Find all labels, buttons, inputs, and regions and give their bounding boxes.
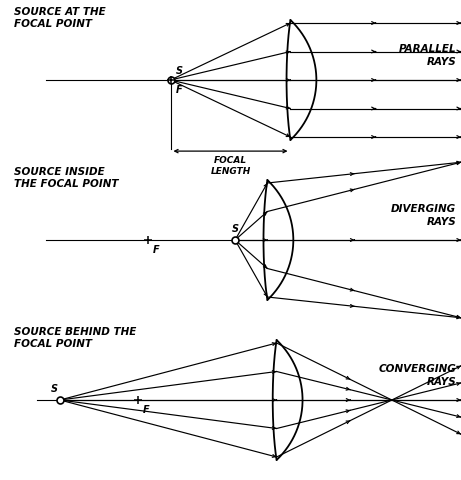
Text: S: S [176,66,183,75]
Text: F: F [176,85,183,96]
Text: DIVERGING
RAYS: DIVERGING RAYS [391,204,456,227]
Text: SOURCE INSIDE
THE FOCAL POINT: SOURCE INSIDE THE FOCAL POINT [14,167,118,189]
Text: CONVERGING
RAYS: CONVERGING RAYS [378,364,456,387]
Text: F: F [153,245,160,255]
Text: S: S [51,384,58,394]
Text: FOCAL
LENGTH: FOCAL LENGTH [210,156,251,176]
Text: SOURCE AT THE
FOCAL POINT: SOURCE AT THE FOCAL POINT [14,7,106,29]
Text: PARALLEL
RAYS: PARALLEL RAYS [399,44,456,67]
Text: F: F [143,405,149,415]
Text: S: S [231,224,239,234]
Text: SOURCE BEHIND THE
FOCAL POINT: SOURCE BEHIND THE FOCAL POINT [14,327,136,349]
